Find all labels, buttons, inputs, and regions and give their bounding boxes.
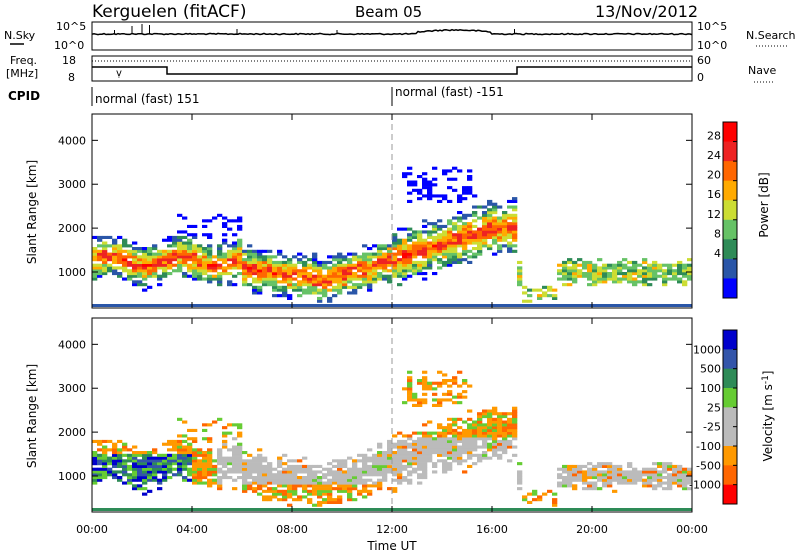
- nave-tick-top: 60: [697, 54, 711, 67]
- velocity-colorbar: 1000 500 100 25 -25 -100 -500 -1000: [689, 329, 738, 505]
- y-tick-label: 3000: [58, 382, 86, 395]
- velocity-colorbar-tick: -25: [703, 421, 721, 434]
- y-tick-label: 2000: [58, 426, 86, 439]
- nsearch-label: N.Search: [746, 29, 796, 42]
- freq-panel: ṿ Freq. [MHz] 18 8 60 0 Nave: [6, 54, 776, 84]
- power-colorbar-label: Power [dB]: [757, 172, 771, 237]
- date-title: 13/Nov/2012: [595, 2, 698, 21]
- x-axis: 00:00 04:00 08:00 12:00 16:00 20:00 00:00: [76, 114, 708, 536]
- power-heatmap: [92, 166, 693, 307]
- nave-tick-bottom: 0: [697, 71, 704, 84]
- nsky-label: N.Sky: [4, 29, 36, 42]
- y-tick-label: 4000: [58, 338, 86, 351]
- nsearch-tick-top: 10^5: [697, 20, 727, 33]
- velocity-ylabel: Slant Range [km]: [25, 364, 39, 468]
- cpid-row: CPID normal (fast) 151 normal (fast) -15…: [8, 85, 504, 106]
- cpid-label: CPID: [8, 89, 40, 103]
- power-colorbar-tick: 28: [707, 130, 721, 143]
- power-colorbar-tick: 4: [714, 247, 721, 260]
- power-colorbar-tick: 8: [714, 227, 721, 240]
- x-axis-label: Time UT: [366, 539, 417, 553]
- beam-title: Beam 05: [355, 3, 422, 21]
- velocity-colorbar-tick: 1000: [693, 343, 721, 356]
- y-tick-label: 1000: [58, 470, 86, 483]
- y-tick-label: 4000: [58, 134, 86, 147]
- nave-label: Nave: [748, 64, 776, 77]
- velocity-panel: 4000 3000 2000 1000 Slant Range [km] 1000 50…: [25, 317, 775, 513]
- power-panel: 4000 3000 2000 1000 Slant Range [km] 28 24 20…: [25, 113, 771, 309]
- nsearch-tick-bottom: 10^0: [697, 39, 727, 52]
- freq-label-2: [MHz]: [6, 67, 38, 80]
- nsky-tick-bottom: 10^0: [54, 39, 84, 52]
- x-tick-label: 16:00: [476, 523, 508, 536]
- power-ylabel: Slant Range [km]: [25, 160, 39, 264]
- y-tick-label: 3000: [58, 178, 86, 191]
- svg-text:ṿ: ṿ: [116, 68, 122, 79]
- freq-tick-bottom: 8: [68, 71, 75, 84]
- y-tick-label: 2000: [58, 222, 86, 235]
- power-colorbar-tick: 24: [707, 149, 721, 162]
- x-tick-label: 08:00: [276, 523, 308, 536]
- station-title: Kerguelen (fitACF): [92, 2, 246, 22]
- power-colorbar-tick: 20: [707, 169, 721, 182]
- velocity-colorbar-tick: 100: [700, 382, 721, 395]
- velocity-colorbar-tick: 500: [700, 363, 721, 376]
- x-tick-label: 12:00: [376, 523, 408, 536]
- freq-series: [92, 66, 692, 75]
- cpid-2: normal (fast) -151: [395, 85, 504, 99]
- power-colorbar: 28 24 20 16 12 8 4: [707, 121, 738, 299]
- y-tick-label: 1000: [58, 266, 86, 279]
- power-colorbar-tick: 12: [707, 208, 721, 221]
- x-tick-label: 00:00: [676, 523, 708, 536]
- nsky-series: [91, 28, 693, 36]
- freq-label-1: Freq.: [10, 54, 37, 67]
- nsky-tick-top: 10^5: [56, 20, 86, 33]
- velocity-colorbar-tick: -100: [696, 440, 721, 453]
- velocity-colorbar-label: Velocity [m s-1]: [761, 371, 775, 462]
- x-tick-label: 04:00: [176, 523, 208, 536]
- freq-tick-top: 18: [62, 54, 76, 67]
- velocity-heatmap: [92, 370, 693, 511]
- x-tick-label: 20:00: [576, 523, 608, 536]
- nsky-panel: 10^5 10^0 10^5 10^0 N.Sky N.Search: [4, 20, 796, 52]
- cpid-1: normal (fast) 151: [95, 92, 199, 106]
- x-tick-label: 00:00: [76, 523, 108, 536]
- velocity-colorbar-tick: 25: [707, 401, 721, 414]
- velocity-colorbar-tick: -1000: [689, 479, 721, 492]
- power-colorbar-tick: 16: [707, 188, 721, 201]
- velocity-colorbar-tick: -500: [696, 459, 721, 472]
